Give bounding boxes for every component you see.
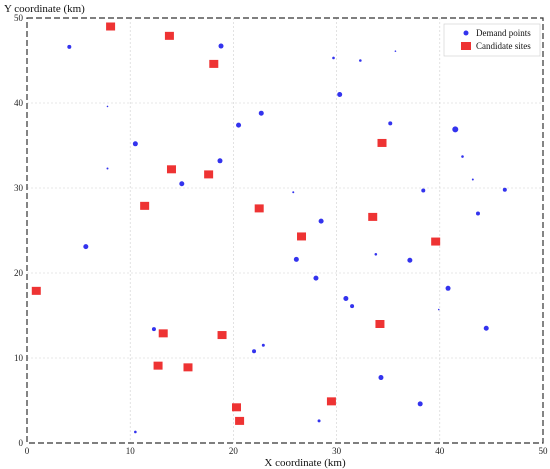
demand-point [378, 375, 384, 381]
legend-demand-marker [463, 30, 469, 36]
demand-point [471, 178, 474, 181]
x-tick-label: 10 [126, 446, 136, 456]
demand-point [132, 141, 138, 147]
legend: Demand points Candidate sites [443, 23, 541, 57]
candidate-site [204, 170, 214, 179]
x-axis-title: X coordinate (km) [264, 457, 346, 469]
x-tick-label: 30 [332, 446, 342, 456]
candidate-site [377, 138, 387, 147]
candidate-site [140, 201, 150, 210]
y-tick-label: 30 [14, 183, 24, 193]
demand-point [151, 327, 156, 332]
demand-point [261, 343, 265, 347]
y-tick-label: 50 [14, 13, 24, 23]
demand-point [67, 44, 72, 49]
x-tick-label: 0 [25, 446, 30, 456]
demand-point [218, 43, 224, 49]
demand-point [417, 401, 423, 407]
grid-lines [27, 18, 543, 443]
candidate-site [254, 204, 264, 213]
candidate-site [217, 331, 227, 340]
candidate-site [431, 237, 441, 246]
candidate-site [375, 320, 385, 328]
demand-point [217, 158, 223, 164]
demand-point [337, 92, 343, 97]
y-tick-label: 10 [14, 353, 24, 363]
candidate-site [209, 59, 219, 68]
y-tick-label: 0 [19, 438, 24, 448]
tick-labels: 0 10 20 30 40 50 0 10 20 30 40 50 [14, 13, 548, 456]
demand-point [318, 218, 324, 224]
candidate-site [326, 397, 336, 406]
y-axis-title: Y coordinate (km) [4, 3, 85, 15]
candidate-site [158, 329, 168, 338]
demand-point [293, 256, 299, 262]
candidate-site [106, 22, 116, 31]
data-points [31, 22, 507, 434]
x-tick-label: 40 [435, 446, 445, 456]
candidate-site [368, 212, 378, 221]
demand-point [179, 181, 185, 187]
demand-point [313, 275, 319, 281]
legend-box [443, 23, 541, 57]
demand-point [475, 211, 480, 216]
demand-point [388, 121, 393, 126]
demand-point [421, 188, 426, 193]
x-tick-label: 50 [539, 446, 549, 456]
demand-point [374, 253, 378, 256]
demand-point [437, 308, 440, 311]
demand-point [407, 257, 413, 263]
legend-candidate-label: Candidate sites [476, 41, 531, 51]
candidate-site [164, 31, 174, 40]
demand-point [452, 126, 459, 133]
demand-point [343, 296, 349, 301]
demand-point [292, 191, 295, 194]
demand-point [252, 349, 257, 354]
candidate-site [153, 361, 163, 370]
demand-point [134, 430, 137, 434]
plot-background [27, 18, 543, 443]
candidate-site [231, 403, 241, 412]
demand-point [106, 105, 109, 108]
plot-frame [26, 17, 544, 444]
demand-point [502, 187, 507, 192]
demand-point [483, 325, 489, 331]
candidate-site [31, 286, 41, 295]
demand-point [445, 285, 451, 291]
demand-point [359, 59, 362, 62]
demand-point [236, 122, 242, 128]
candidate-site [297, 232, 307, 241]
demand-point [106, 167, 109, 170]
candidate-site [166, 165, 176, 174]
demand-point [258, 110, 264, 116]
y-tick-label: 40 [14, 98, 24, 108]
candidate-site [183, 363, 193, 372]
legend-candidate-marker [461, 42, 471, 50]
demand-point [350, 304, 355, 309]
demand-point [317, 419, 321, 423]
x-tick-label: 20 [229, 446, 239, 456]
y-tick-label: 20 [14, 268, 24, 278]
demand-point [332, 56, 335, 60]
demand-point [394, 50, 397, 52]
legend-demand-label: Demand points [476, 28, 531, 38]
demand-point [83, 244, 89, 250]
candidate-site [235, 416, 245, 425]
demand-point [461, 155, 464, 158]
